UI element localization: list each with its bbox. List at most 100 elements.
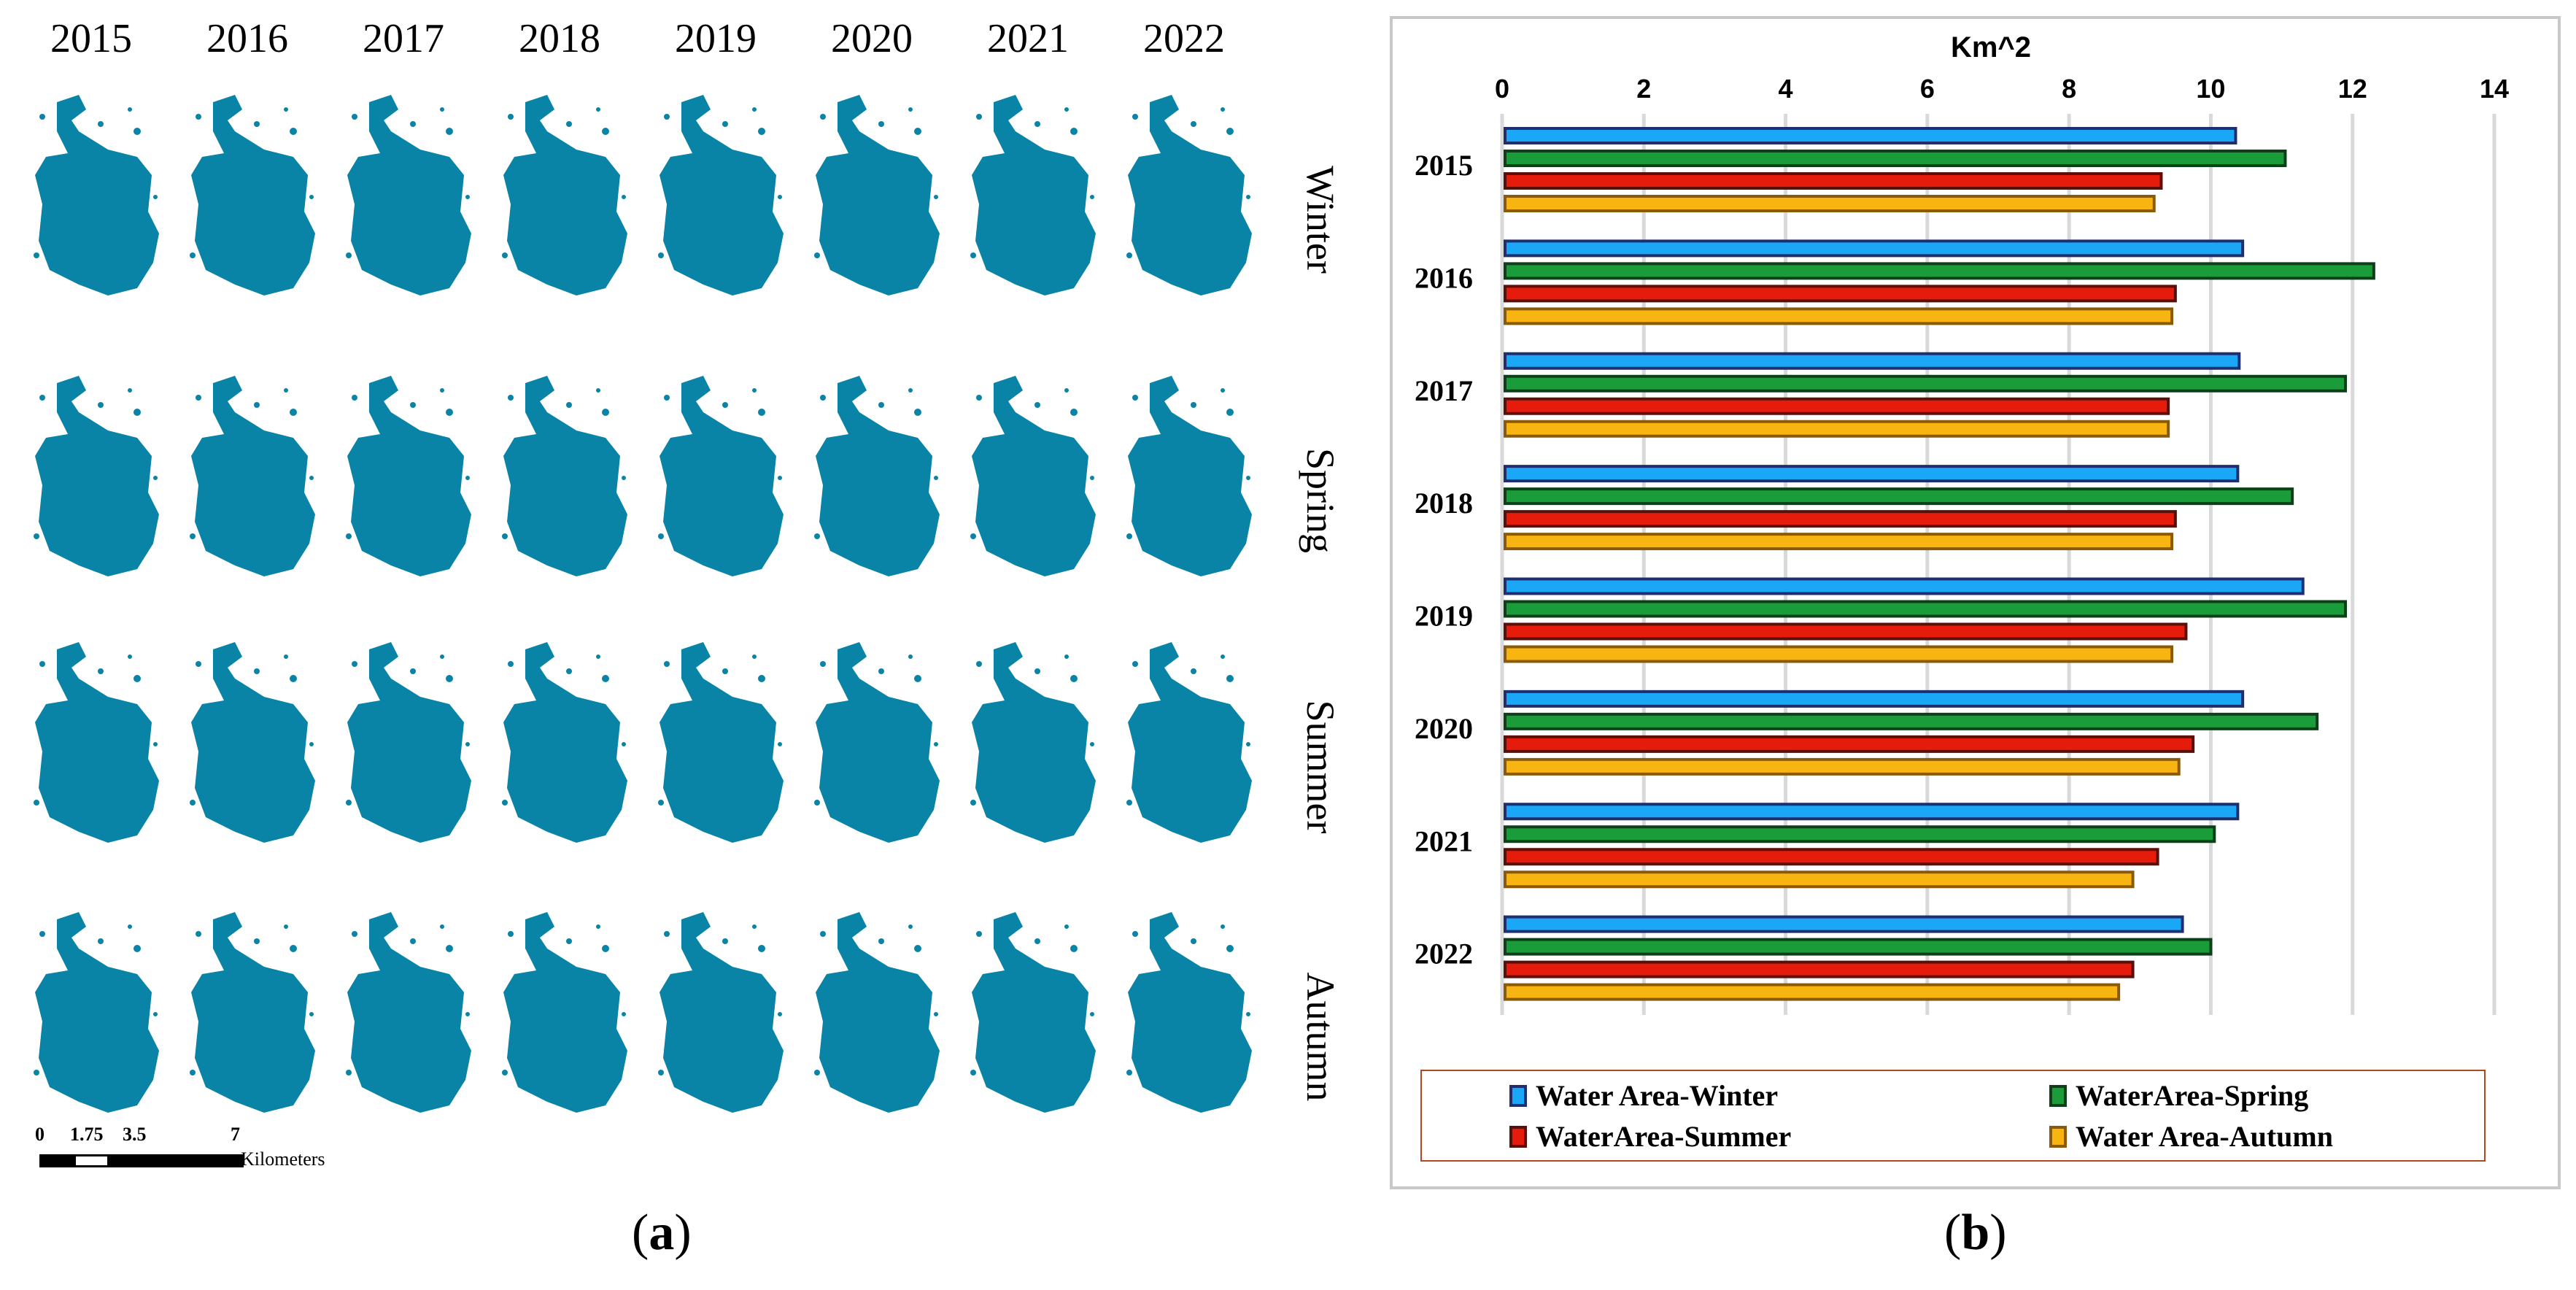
lake-map-2015-autumn	[34, 912, 159, 1113]
category-label-2018: 2018	[1415, 487, 1473, 520]
lake-map-2019-autumn	[658, 912, 784, 1113]
lake-map-2017-summer	[346, 642, 471, 843]
year-label-2022: 2022	[1143, 16, 1225, 61]
scale-bar: 0 1.75 3.5 7 Kilometers	[35, 1124, 356, 1182]
category-label-2020: 2020	[1415, 712, 1473, 745]
lake-map-2016-summer	[190, 642, 315, 843]
season-label-summer: Summer	[1299, 700, 1342, 834]
lake-map-2015-winter	[34, 95, 159, 296]
lake-map-2022-winter	[1126, 95, 1252, 296]
bar-2017-series-2	[1504, 397, 2170, 415]
bar-2018-series-1	[1504, 487, 2294, 506]
bar-2016-series-3	[1504, 307, 2173, 325]
scale-units: Kilometers	[241, 1148, 325, 1170]
scale-bar-segments	[39, 1154, 244, 1167]
lake-map-2019-spring	[658, 376, 784, 576]
category-label-2015: 2015	[1415, 149, 1473, 182]
legend-item-winter: Water Area-Winter	[1509, 1078, 1778, 1113]
bar-2015-series-0	[1504, 127, 2237, 144]
lake-map-2020-summer	[814, 642, 940, 843]
bar-2019-series-0	[1504, 577, 2305, 595]
bar-2019-series-1	[1504, 600, 2347, 618]
lake-map-2018-spring	[502, 376, 627, 576]
bar-2015-series-3	[1504, 195, 2156, 212]
bar-2018-series-0	[1504, 465, 2240, 483]
legend-label-spring: WaterArea-Spring	[2076, 1079, 2309, 1112]
lake-map-2016-spring	[190, 376, 315, 576]
lake-map-2016-winter	[190, 95, 315, 296]
panel-a-letter: a	[649, 1205, 675, 1261]
x-tick-label-10: 10	[2196, 74, 2225, 104]
bar-2022-series-1	[1504, 938, 2213, 956]
category-label-2016: 2016	[1415, 261, 1473, 294]
panel-b-letter: b	[1961, 1205, 1990, 1261]
x-tick-label-8: 8	[2062, 74, 2076, 104]
bar-2015-series-1	[1504, 150, 2287, 167]
x-tick-label-4: 4	[1779, 74, 1793, 104]
x-tick-label-6: 6	[1920, 74, 1935, 104]
bar-2019-series-3	[1504, 645, 2173, 663]
lake-map-2022-autumn	[1126, 912, 1252, 1113]
lake-map-2015-summer	[34, 642, 159, 843]
bar-2022-series-3	[1504, 983, 2121, 1001]
season-label-spring: Spring	[1299, 447, 1342, 554]
bar-2021-series-2	[1504, 848, 2159, 866]
water-extent-map-grid: 2015 2016 2017 2018 2019 2020 2021 2022 Winter S…	[34, 16, 1342, 1261]
bar-2017-series-3	[1504, 420, 2170, 438]
lake-map-2017-winter	[346, 95, 471, 296]
lake-map-2016-autumn	[190, 912, 315, 1113]
bar-2018-series-3	[1504, 533, 2173, 551]
lake-map-2021-autumn	[970, 912, 1096, 1113]
lake-map-2020-winter	[814, 95, 940, 296]
chart-legend: Water Area-Winter WaterArea-Spring Water…	[1420, 1070, 2486, 1162]
legend-item-summer: WaterArea-Summer	[1509, 1119, 1791, 1154]
lake-map-2019-summer	[658, 642, 784, 843]
lake-map-2022-summer	[1126, 642, 1252, 843]
bar-2015-series-2	[1504, 172, 2163, 190]
scale-tick-3: 7	[231, 1124, 240, 1145]
scale-tick-1: 1.75	[70, 1124, 104, 1145]
bar-2021-series-0	[1504, 803, 2240, 821]
season-label-autumn: Autumn	[1299, 972, 1342, 1102]
panel-a-caption: (a)	[632, 1205, 692, 1261]
panel-b-caption: (b)	[1944, 1205, 2007, 1261]
year-label-2015: 2015	[50, 16, 132, 61]
bar-2016-series-2	[1504, 285, 2177, 303]
legend-swatch-summer	[1509, 1125, 1527, 1148]
lake-map-2017-spring	[346, 376, 471, 576]
bar-2017-series-0	[1504, 352, 2241, 370]
bar-chart-svg: Km^2 0 2 4 6 8 10 12 14 2015 2016 2017 2018 2019 2020 2…	[1415, 31, 2509, 1015]
bar-2022-series-2	[1504, 960, 2135, 978]
category-label-2021: 2021	[1415, 824, 1473, 857]
lake-map-2020-spring	[814, 376, 940, 576]
category-label-2017: 2017	[1415, 374, 1473, 407]
year-label-2019: 2019	[675, 16, 757, 61]
legend-swatch-spring	[2049, 1084, 2067, 1107]
bar-2016-series-0	[1504, 239, 2245, 258]
year-label-2016: 2016	[206, 16, 288, 61]
legend-item-spring: WaterArea-Spring	[2049, 1078, 2308, 1113]
lake-map-2018-winter	[502, 95, 627, 296]
bar-2017-series-1	[1504, 374, 2347, 393]
season-label-winter: Winter	[1299, 166, 1342, 274]
bar-2019-series-2	[1504, 622, 2188, 641]
legend-swatch-autumn	[2049, 1125, 2067, 1148]
bar-2022-series-0	[1504, 915, 2184, 933]
bar-2020-series-0	[1504, 690, 2245, 708]
legend-label-autumn: Water Area-Autumn	[2076, 1120, 2333, 1153]
x-tick-label-0: 0	[1495, 74, 1509, 104]
lake-map-2022-spring	[1126, 376, 1252, 576]
category-label-2022: 2022	[1415, 938, 1473, 970]
x-tick-label-2: 2	[1636, 74, 1651, 104]
lake-map-2021-summer	[970, 642, 1096, 843]
scale-tick-2: 3.5	[123, 1124, 147, 1145]
x-axis-title: Km^2	[1951, 31, 2031, 63]
bar-2018-series-2	[1504, 510, 2177, 528]
lake-map-2019-winter	[658, 95, 784, 296]
legend-item-autumn: Water Area-Autumn	[2049, 1119, 2333, 1154]
bar-2021-series-1	[1504, 825, 2216, 843]
lake-map-2018-autumn	[502, 912, 627, 1113]
year-label-2021: 2021	[987, 16, 1069, 61]
bar-2016-series-1	[1504, 262, 2375, 280]
x-tick-label-12: 12	[2338, 74, 2367, 104]
